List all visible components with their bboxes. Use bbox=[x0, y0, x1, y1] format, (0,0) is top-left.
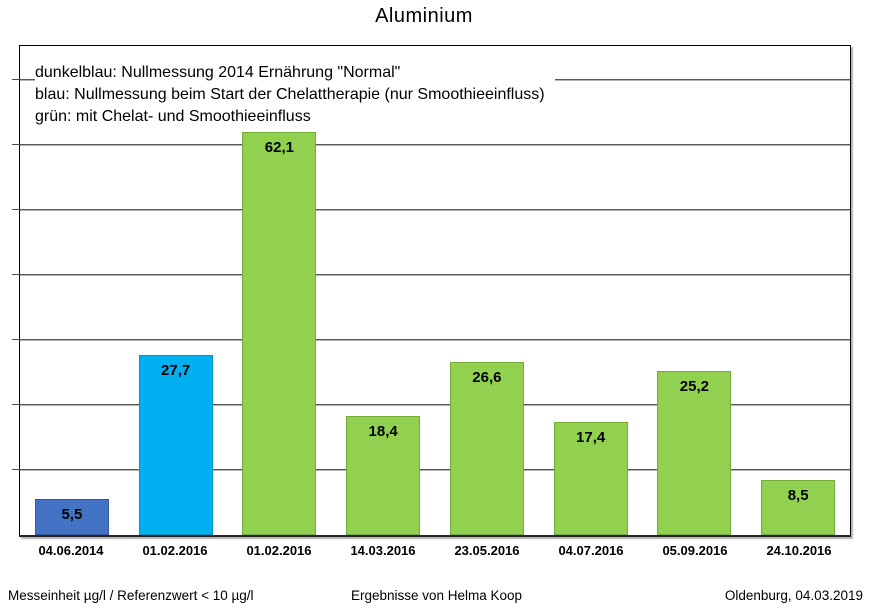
footer-place-date: Oldenburg, 04.03.2019 bbox=[724, 588, 863, 603]
x-label-5: 04.07.2016 bbox=[558, 543, 624, 558]
bar-23.05.2016: 26,6 bbox=[449, 362, 524, 535]
footer-credit: Ergebnisse von Helma Koop bbox=[350, 588, 523, 603]
bar-value-label: 18,4 bbox=[368, 422, 398, 440]
bar-value-label: 8,5 bbox=[787, 486, 809, 504]
x-axis: 04.06.2014 01.02.2016 01.02.2016 14.03.2016… bbox=[19, 543, 851, 563]
footer-unit-note: Messeinheit µg/l / Referenzwert < 10 µg/… bbox=[8, 588, 254, 603]
x-label-2: 01.02.2016 bbox=[246, 543, 312, 558]
bar-04.07.2016: 17,4 bbox=[553, 422, 628, 535]
bar-value-label: 27,7 bbox=[161, 362, 191, 380]
gridline-50 bbox=[20, 209, 850, 211]
x-label-3: 14.03.2016 bbox=[350, 543, 416, 558]
x-label-1: 01.02.2016 bbox=[142, 543, 208, 558]
x-label-6: 05.09.2016 bbox=[662, 543, 728, 558]
x-label-0: 04.06.2014 bbox=[38, 543, 104, 558]
bar-value-label: 17,4 bbox=[576, 429, 606, 447]
y-tick-70 bbox=[12, 79, 20, 81]
chart-title: Aluminium bbox=[375, 5, 473, 27]
bar-01.02.2016: 62,1 bbox=[242, 131, 317, 535]
bar-value-label: 26,6 bbox=[472, 369, 502, 387]
bar-01.02.2016: 27,7 bbox=[138, 355, 213, 535]
plot-area: dunkelblau: Nullmessung 2014 Ernährung "… bbox=[12, 45, 851, 537]
bar-14.03.2016: 18,4 bbox=[346, 415, 421, 535]
y-tick-60 bbox=[12, 144, 20, 146]
bar-05.09.2016: 25,2 bbox=[657, 371, 732, 535]
y-tick-30 bbox=[12, 339, 20, 341]
bar-value-label: 5,5 bbox=[61, 506, 83, 524]
legend-line-dunkelblau: dunkelblau: Nullmessung 2014 Ernährung "… bbox=[35, 64, 401, 81]
gridline-20 bbox=[20, 404, 850, 406]
y-tick-50 bbox=[12, 209, 20, 211]
bar-value-label: 25,2 bbox=[679, 378, 709, 396]
gridline-60 bbox=[20, 144, 850, 146]
y-tick-20 bbox=[12, 404, 20, 406]
x-label-7: 24.10.2016 bbox=[766, 543, 832, 558]
bar-24.10.2016: 8,5 bbox=[761, 479, 836, 535]
y-tick-40 bbox=[12, 274, 20, 276]
legend: dunkelblau: Nullmessung 2014 Ernährung "… bbox=[35, 60, 555, 132]
x-label-4: 23.05.2016 bbox=[454, 543, 520, 558]
gridline-10 bbox=[20, 469, 850, 471]
bar-04.06.2014: 5,5 bbox=[34, 499, 109, 535]
footer: Messeinheit µg/l / Referenzwert < 10 µg/… bbox=[0, 588, 873, 608]
gridline-30 bbox=[20, 339, 850, 341]
legend-line-blau: blau: Nullmessung beim Start der Chelatt… bbox=[35, 86, 545, 103]
gridline-40 bbox=[20, 274, 850, 276]
bar-value-label: 62,1 bbox=[264, 138, 294, 156]
legend-line-gruen: grün: mit Chelat- und Smoothieeinfluss bbox=[35, 108, 311, 125]
y-tick-10 bbox=[12, 469, 20, 471]
